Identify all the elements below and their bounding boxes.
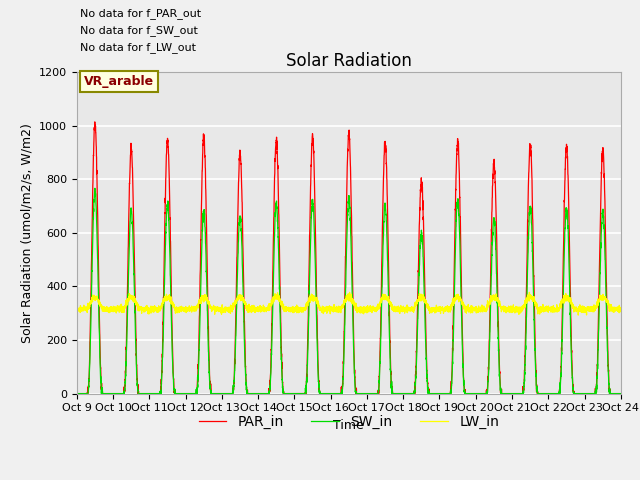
X-axis label: Time: Time	[333, 419, 364, 432]
SW_in	[502, 391, 509, 396]
Line: SW_in: SW_in	[77, 188, 621, 394]
LW_in	[617, 306, 625, 312]
Text: No data for f_SW_out: No data for f_SW_out	[80, 25, 198, 36]
Line: PAR_in: PAR_in	[77, 122, 621, 394]
Y-axis label: Solar Radiation (umol/m2/s, W/m2): Solar Radiation (umol/m2/s, W/m2)	[20, 123, 33, 343]
PAR_in	[171, 391, 179, 396]
PAR_in	[616, 391, 624, 396]
PAR_in	[471, 391, 479, 396]
SW_in	[617, 391, 625, 396]
LW_in	[616, 308, 624, 313]
SW_in	[171, 391, 179, 396]
LW_in	[574, 312, 582, 318]
PAR_in	[329, 391, 337, 396]
SW_in	[329, 391, 337, 396]
LW_in	[471, 305, 479, 311]
SW_in	[73, 391, 81, 396]
Title: Solar Radiation: Solar Radiation	[286, 52, 412, 71]
Text: VR_arable: VR_arable	[84, 75, 154, 88]
Text: No data for f_PAR_out: No data for f_PAR_out	[80, 8, 201, 19]
SW_in	[441, 391, 449, 396]
LW_in	[346, 289, 353, 295]
PAR_in	[91, 119, 99, 125]
PAR_in	[502, 391, 509, 396]
LW_in	[171, 305, 179, 311]
SW_in	[471, 391, 479, 396]
LW_in	[73, 305, 81, 311]
Legend: PAR_in, SW_in, LW_in: PAR_in, SW_in, LW_in	[193, 409, 504, 435]
LW_in	[328, 307, 336, 313]
Text: No data for f_LW_out: No data for f_LW_out	[80, 42, 196, 53]
PAR_in	[617, 391, 625, 396]
LW_in	[441, 306, 449, 312]
SW_in	[91, 185, 99, 191]
SW_in	[616, 391, 624, 396]
LW_in	[502, 304, 509, 310]
PAR_in	[73, 391, 81, 396]
PAR_in	[441, 391, 449, 396]
Line: LW_in: LW_in	[77, 292, 621, 315]
